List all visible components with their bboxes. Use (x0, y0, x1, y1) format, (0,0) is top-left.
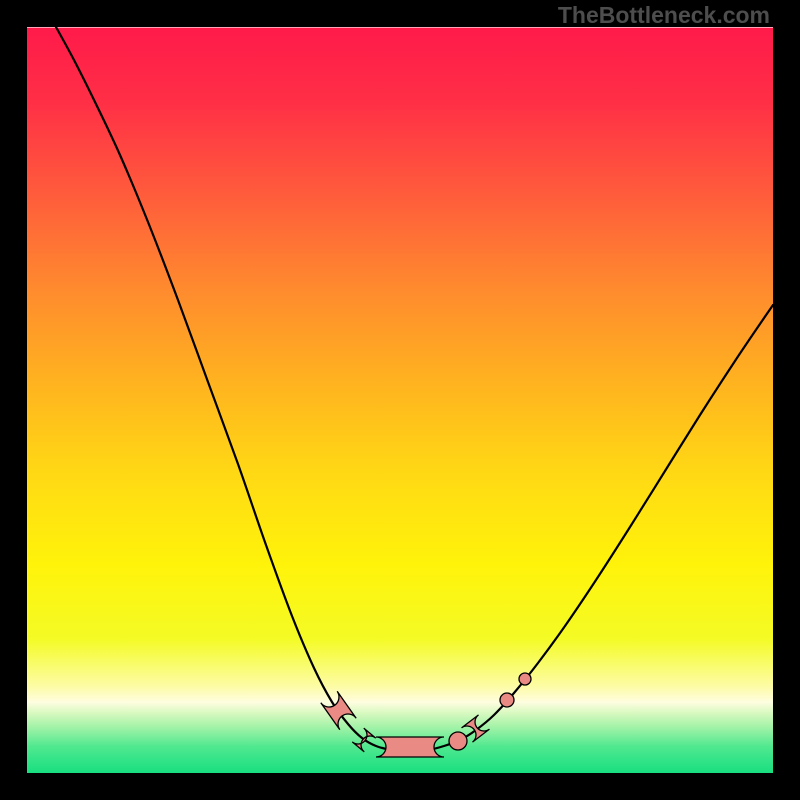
bottleneck-curve-chart (0, 0, 800, 800)
chart-frame: TheBottleneck.com (0, 0, 800, 800)
